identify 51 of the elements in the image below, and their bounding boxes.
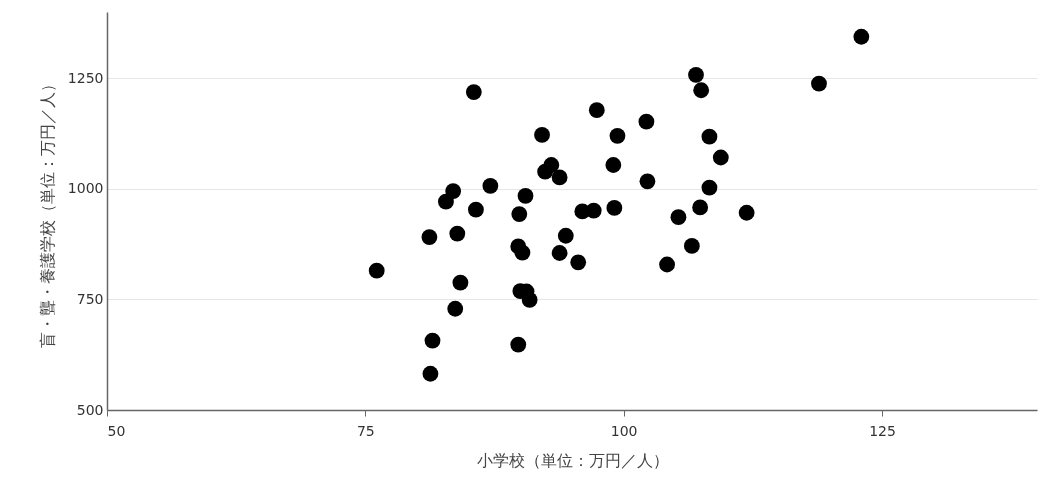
point bbox=[659, 256, 675, 273]
point bbox=[445, 183, 462, 199]
point bbox=[422, 365, 439, 382]
x-tick-label: 125 bbox=[869, 422, 896, 439]
point bbox=[688, 66, 704, 83]
point bbox=[534, 127, 550, 143]
y-tick-label: 1000 bbox=[67, 180, 104, 197]
point bbox=[517, 188, 534, 204]
point bbox=[537, 163, 554, 180]
point bbox=[738, 204, 755, 221]
point bbox=[639, 173, 656, 190]
point bbox=[510, 336, 527, 353]
point bbox=[514, 244, 531, 261]
point bbox=[853, 28, 870, 45]
point bbox=[467, 201, 484, 218]
x-tick-label: 100 bbox=[610, 422, 638, 439]
y-axis-title: 盲・聾・養護学校（単位：万円／人） bbox=[37, 75, 57, 348]
point bbox=[449, 225, 466, 242]
point bbox=[609, 127, 626, 144]
point bbox=[511, 206, 528, 222]
point bbox=[701, 179, 718, 196]
point bbox=[368, 262, 385, 279]
point bbox=[521, 292, 538, 308]
point bbox=[811, 75, 827, 92]
x-tick-label: 50 bbox=[107, 422, 126, 439]
point bbox=[693, 82, 710, 99]
point bbox=[452, 274, 469, 291]
point bbox=[465, 84, 482, 100]
point bbox=[712, 149, 729, 166]
y-tick-label: 750 bbox=[76, 290, 104, 307]
point bbox=[570, 254, 587, 271]
point bbox=[557, 227, 574, 244]
point bbox=[421, 229, 438, 245]
point bbox=[701, 128, 718, 145]
point bbox=[551, 245, 568, 261]
x-axis-title: 小学校（単位：万円／人） bbox=[476, 450, 669, 470]
point bbox=[447, 300, 464, 317]
point bbox=[692, 199, 709, 216]
point bbox=[683, 238, 700, 254]
point bbox=[606, 200, 623, 216]
point bbox=[551, 169, 568, 186]
point bbox=[670, 209, 687, 226]
point bbox=[424, 332, 441, 349]
x-tick-label: 75 bbox=[356, 422, 375, 439]
y-tick-label: 500 bbox=[76, 401, 104, 418]
point bbox=[585, 202, 602, 219]
point bbox=[605, 157, 622, 173]
point bbox=[638, 113, 655, 130]
y-tick-label: 1250 bbox=[67, 69, 104, 86]
point bbox=[482, 177, 499, 194]
point bbox=[588, 102, 605, 119]
